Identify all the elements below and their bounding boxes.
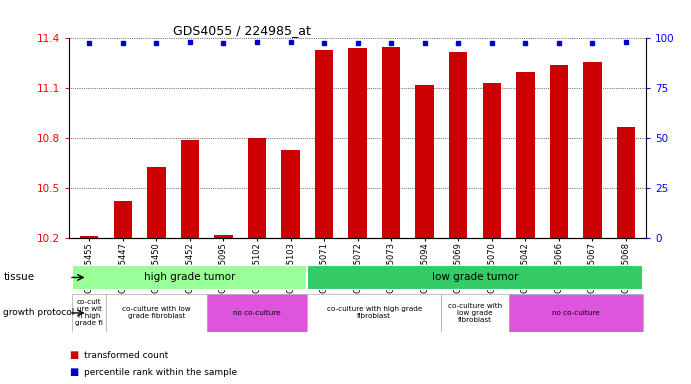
Bar	[80, 237, 98, 238]
Bar	[207, 294, 307, 332]
Bar	[106, 294, 207, 332]
Text: ■: ■	[69, 367, 78, 377]
Bar	[214, 235, 233, 238]
Bar	[449, 52, 467, 238]
Bar	[147, 167, 166, 238]
Bar	[307, 265, 643, 290]
Bar	[509, 294, 643, 332]
Bar	[281, 150, 300, 238]
Text: ■: ■	[69, 350, 78, 360]
Text: low grade tumor: low grade tumor	[432, 272, 518, 283]
Bar	[73, 265, 307, 290]
Bar	[248, 138, 266, 238]
Text: transformed count: transformed count	[84, 351, 169, 360]
Text: no co-culture: no co-culture	[233, 310, 281, 316]
Bar	[549, 65, 568, 238]
Text: growth protocol: growth protocol	[3, 308, 75, 318]
Bar	[113, 202, 132, 238]
Bar	[516, 72, 535, 238]
Bar	[482, 83, 501, 238]
Text: co-cult
ure wit
h high
grade fi: co-cult ure wit h high grade fi	[75, 300, 103, 326]
Bar	[442, 294, 509, 332]
Bar	[617, 127, 635, 238]
Text: co-culture with
low grade
fibroblast: co-culture with low grade fibroblast	[448, 303, 502, 323]
Text: percentile rank within the sample: percentile rank within the sample	[84, 368, 238, 377]
Bar	[73, 294, 106, 332]
Bar	[180, 140, 199, 238]
Text: co-culture with low
grade fibroblast: co-culture with low grade fibroblast	[122, 306, 191, 319]
Bar	[307, 294, 442, 332]
Bar	[415, 85, 434, 238]
Text: tissue: tissue	[3, 272, 35, 283]
Text: no co-culture: no co-culture	[552, 310, 600, 316]
Bar	[315, 50, 333, 238]
Bar	[583, 62, 602, 238]
Text: co-culture with high grade
fibroblast: co-culture with high grade fibroblast	[327, 306, 422, 319]
Text: GDS4055 / 224985_at: GDS4055 / 224985_at	[173, 24, 311, 37]
Bar	[348, 48, 367, 238]
Bar	[382, 47, 400, 238]
Text: high grade tumor: high grade tumor	[144, 272, 236, 283]
